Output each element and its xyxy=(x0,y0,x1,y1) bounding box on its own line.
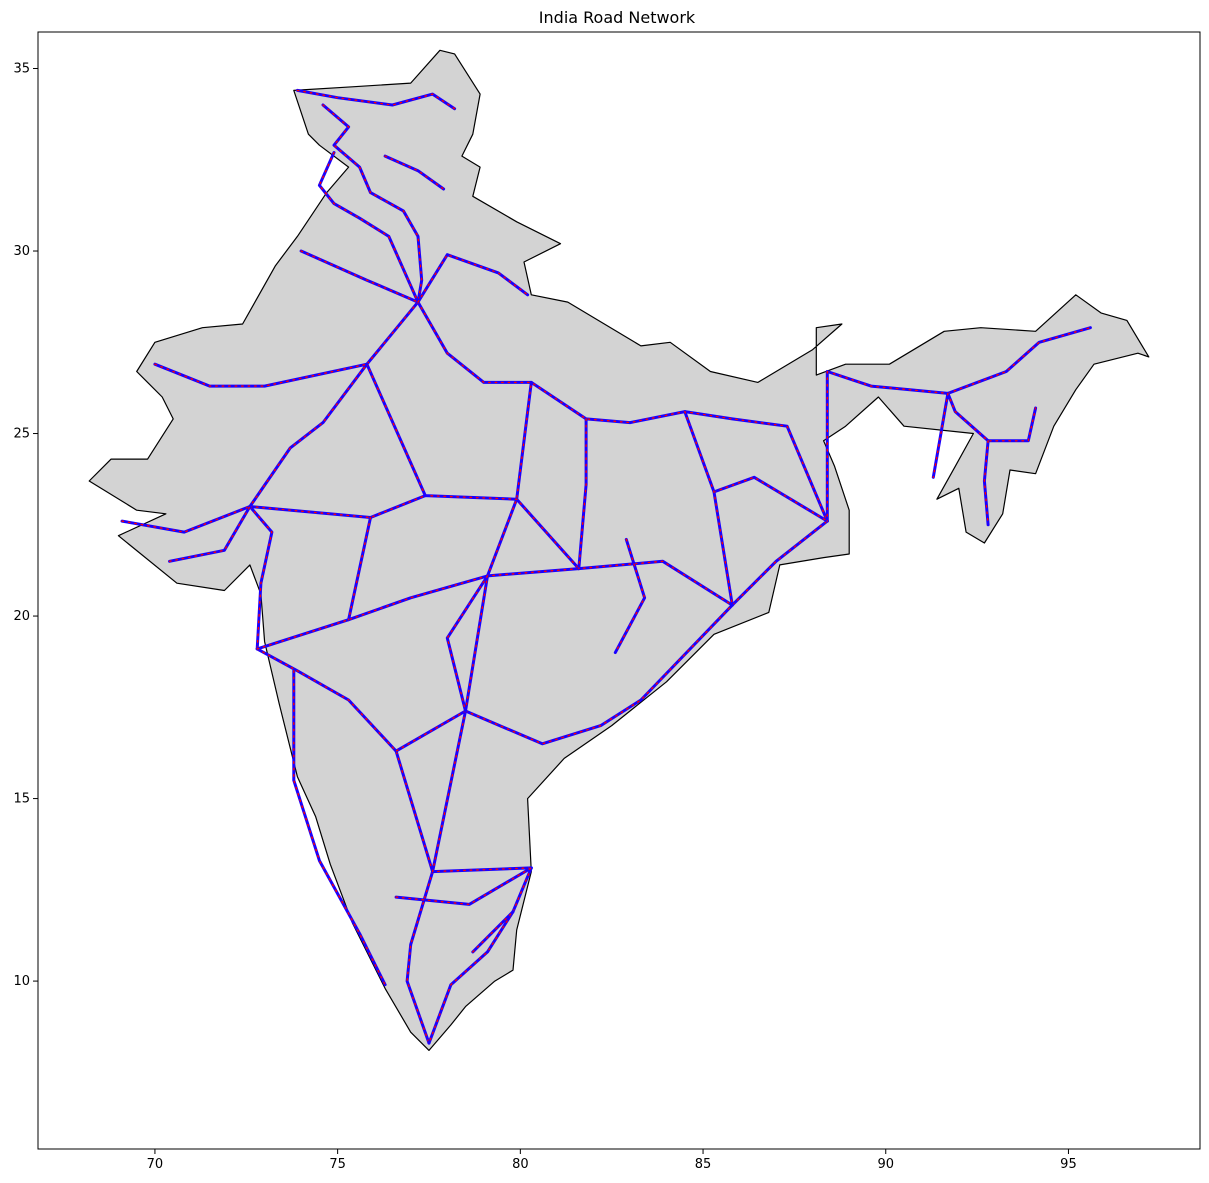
road-line-9 xyxy=(464,380,533,713)
road-node-dots-21 xyxy=(578,418,587,570)
road-node-dots-27 xyxy=(446,575,489,712)
chart-title: India Road Network xyxy=(539,8,696,27)
axes-layer: 70 75 80 85 90 95 10 15 20 25 30 35 xyxy=(13,31,1201,1172)
land-polygon-0 xyxy=(88,49,1150,1052)
road-node-dots-24 xyxy=(983,440,989,526)
y-tick-label-20: 20 xyxy=(13,609,30,624)
y-tick-label-25: 25 xyxy=(13,427,30,442)
plot-frame xyxy=(37,31,1201,1150)
x-tick-label-90: 90 xyxy=(877,1157,894,1172)
road-node-dots-12 xyxy=(395,710,467,752)
y-tick-label-15: 15 xyxy=(13,792,30,807)
x-tick-label-70: 70 xyxy=(147,1157,164,1172)
road-node-dots-18 xyxy=(417,253,529,303)
road-node-dots-33 xyxy=(614,538,646,654)
road-node-dots-11 xyxy=(431,710,467,873)
road-node-dots-23 xyxy=(947,392,1037,442)
y-tick-label-35: 35 xyxy=(13,62,30,77)
road-node-dots-4 xyxy=(249,301,419,650)
road-node-dots-30 xyxy=(472,911,514,953)
road-node-dots-17 xyxy=(300,250,419,303)
map-layer xyxy=(88,49,1150,1052)
road-node-dots-15 xyxy=(347,516,372,621)
road-line-34 xyxy=(383,154,446,191)
road-node-dots-19 xyxy=(713,476,828,522)
road-line-5 xyxy=(255,647,533,874)
x-tick-label-85: 85 xyxy=(695,1157,712,1172)
road-line-32 xyxy=(168,505,252,563)
road-line-2 xyxy=(317,151,420,304)
road-node-dots-3 xyxy=(417,301,828,522)
road-node-dots-0 xyxy=(296,89,456,110)
road-node-dots-1 xyxy=(322,104,423,303)
road-line-8 xyxy=(427,866,533,1045)
y-tick-label-30: 30 xyxy=(13,244,30,259)
road-node-dots-31 xyxy=(121,505,251,533)
x-tick-label-95: 95 xyxy=(1060,1157,1077,1172)
road-node-dots-16 xyxy=(154,363,368,387)
road-node-dots-20 xyxy=(684,410,733,606)
road-node-dots-29 xyxy=(395,867,532,906)
x-tick-label-80: 80 xyxy=(512,1157,529,1172)
road-node-dots-28 xyxy=(293,670,386,986)
road-node-dots-10 xyxy=(464,604,733,745)
y-tick-label-10: 10 xyxy=(13,974,30,989)
road-node-dots-22 xyxy=(826,327,1092,395)
x-tick-label-75: 75 xyxy=(329,1157,346,1172)
road-line-7 xyxy=(405,870,435,1045)
road-node-dots-13 xyxy=(366,363,580,570)
road-node-dots-14 xyxy=(249,494,426,519)
road-node-dots-25 xyxy=(932,392,949,478)
